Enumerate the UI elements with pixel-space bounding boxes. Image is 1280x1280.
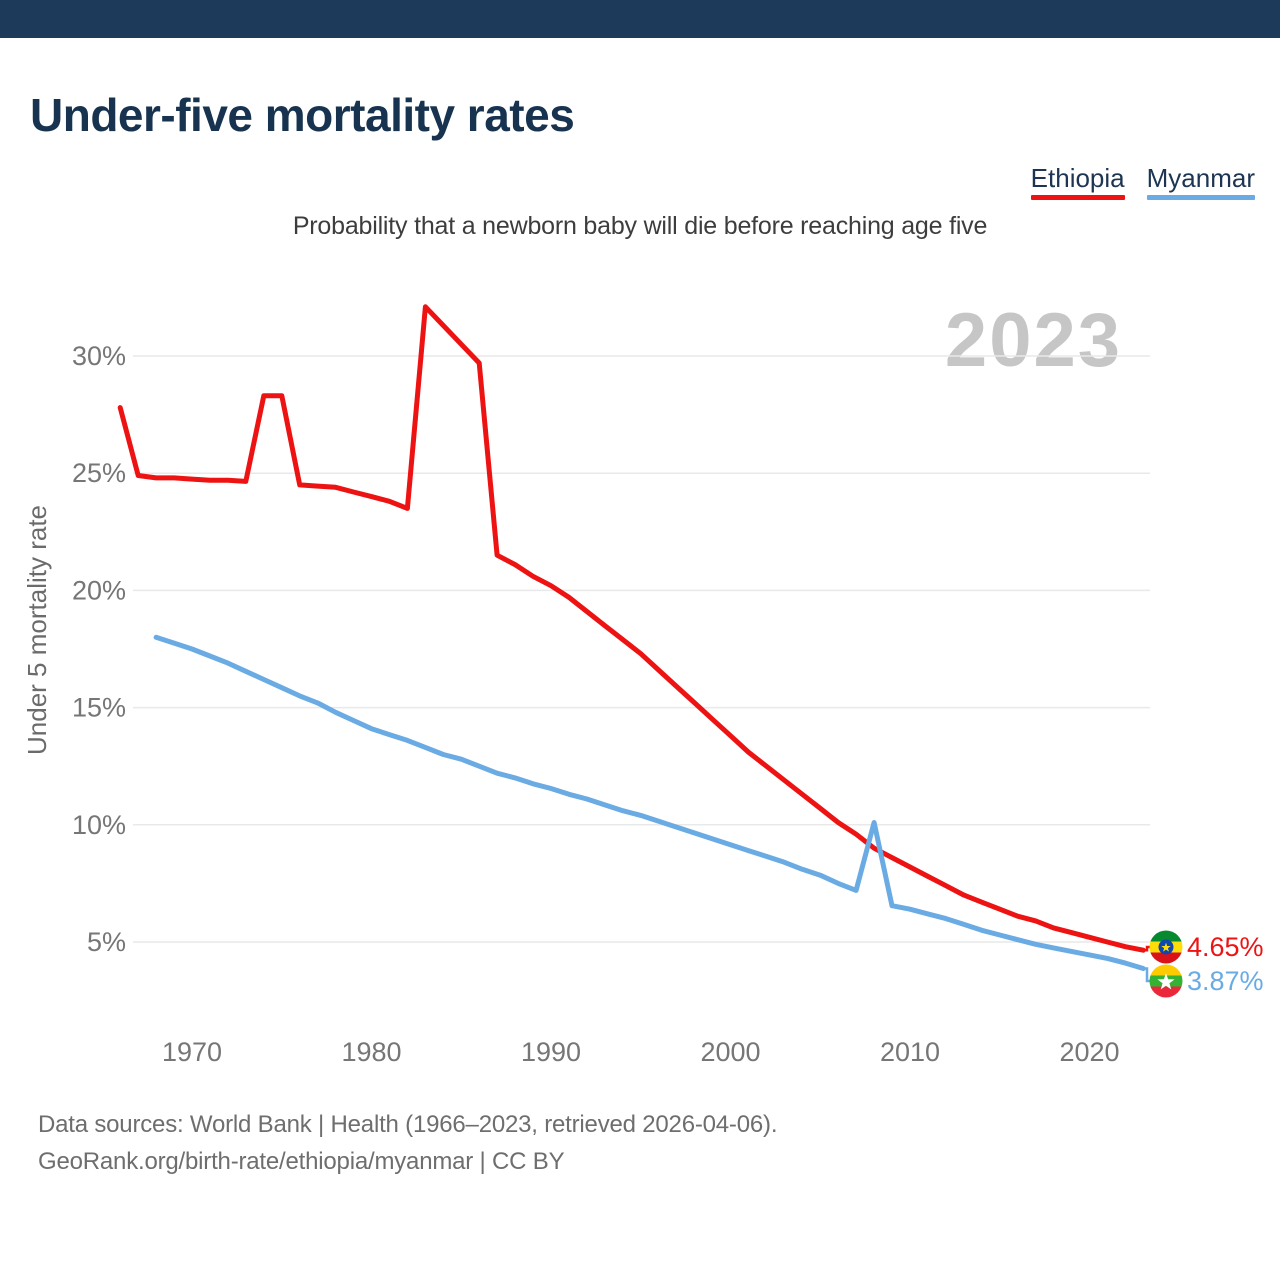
legend: Ethiopia Myanmar: [1030, 163, 1255, 200]
legend-label-ethiopia: Ethiopia: [1030, 163, 1125, 193]
myanmar-flag-icon: [1149, 964, 1183, 998]
ethiopia-end-value: 4.65%: [1187, 932, 1264, 962]
myanmar-flag-star: [1157, 973, 1175, 990]
flag-markers: [1149, 930, 1183, 998]
ethiopia-line[interactable]: [117, 304, 1146, 953]
y-axis-ticks: 5% 10% 15% 20% 25% 30%: [72, 341, 126, 957]
myanmar-line[interactable]: [153, 634, 1146, 971]
data-lines: [117, 304, 1146, 971]
x-tick-label: 2020: [1059, 1037, 1119, 1067]
y-tick-label: 20%: [72, 575, 126, 605]
y-tick-label: 5%: [87, 927, 126, 957]
myanmar-flag-icon-stripe: [1149, 964, 1183, 976]
y-tick-label: 10%: [72, 810, 126, 840]
top-navbar: [0, 0, 1280, 38]
x-axis-ticks: 1970 1980 1990 2000 2010 2020: [162, 1037, 1120, 1067]
ethiopia-connector: [1143, 945, 1151, 952]
x-tick-label: 2000: [700, 1037, 760, 1067]
footer-datasource: Data sources: World Bank | Health (1966–…: [38, 1111, 778, 1138]
x-tick-label: 2010: [880, 1037, 940, 1067]
ethiopia-flag-icon: [1149, 930, 1183, 964]
y-tick-label: 15%: [72, 693, 126, 723]
myanmar-end-value: 3.87%: [1187, 966, 1264, 996]
myanmar-connector: [1143, 967, 1151, 983]
label-connectors: [1143, 945, 1151, 983]
legend-item-ethiopia[interactable]: Ethiopia: [1030, 163, 1125, 200]
legend-label-myanmar: Myanmar: [1146, 163, 1255, 193]
x-tick-label: 1990: [521, 1037, 581, 1067]
x-tick-label: 1970: [162, 1037, 222, 1067]
year-watermark: 2023: [945, 298, 1122, 383]
myanmar-flag-icon-stripe: [1149, 986, 1183, 998]
ethiopia-flag-star: [1161, 942, 1171, 952]
y-tick-label: 30%: [72, 341, 126, 371]
chart-subtitle: Probability that a newborn baby will die…: [292, 212, 988, 240]
ethiopia-flag-icon-stripe: [1149, 930, 1183, 942]
y-tick-label: 25%: [72, 458, 126, 488]
ethiopia-flag-icon-stripe: [1149, 952, 1183, 964]
legend-underline-myanmar: [1146, 195, 1255, 200]
gridlines: [133, 355, 1150, 943]
page-title: Under-five mortality rates: [30, 89, 575, 141]
x-tick-label: 1980: [341, 1037, 401, 1067]
legend-underline-ethiopia: [1030, 195, 1125, 200]
footer: Data sources: World Bank | Health (1966–…: [38, 1106, 777, 1180]
y-axis-title: Under 5 mortality rate: [22, 505, 52, 755]
legend-item-myanmar[interactable]: Myanmar: [1146, 163, 1255, 200]
footer-attribution: GeoRank.org/birth-rate/ethiopia/myanmar …: [38, 1148, 565, 1175]
